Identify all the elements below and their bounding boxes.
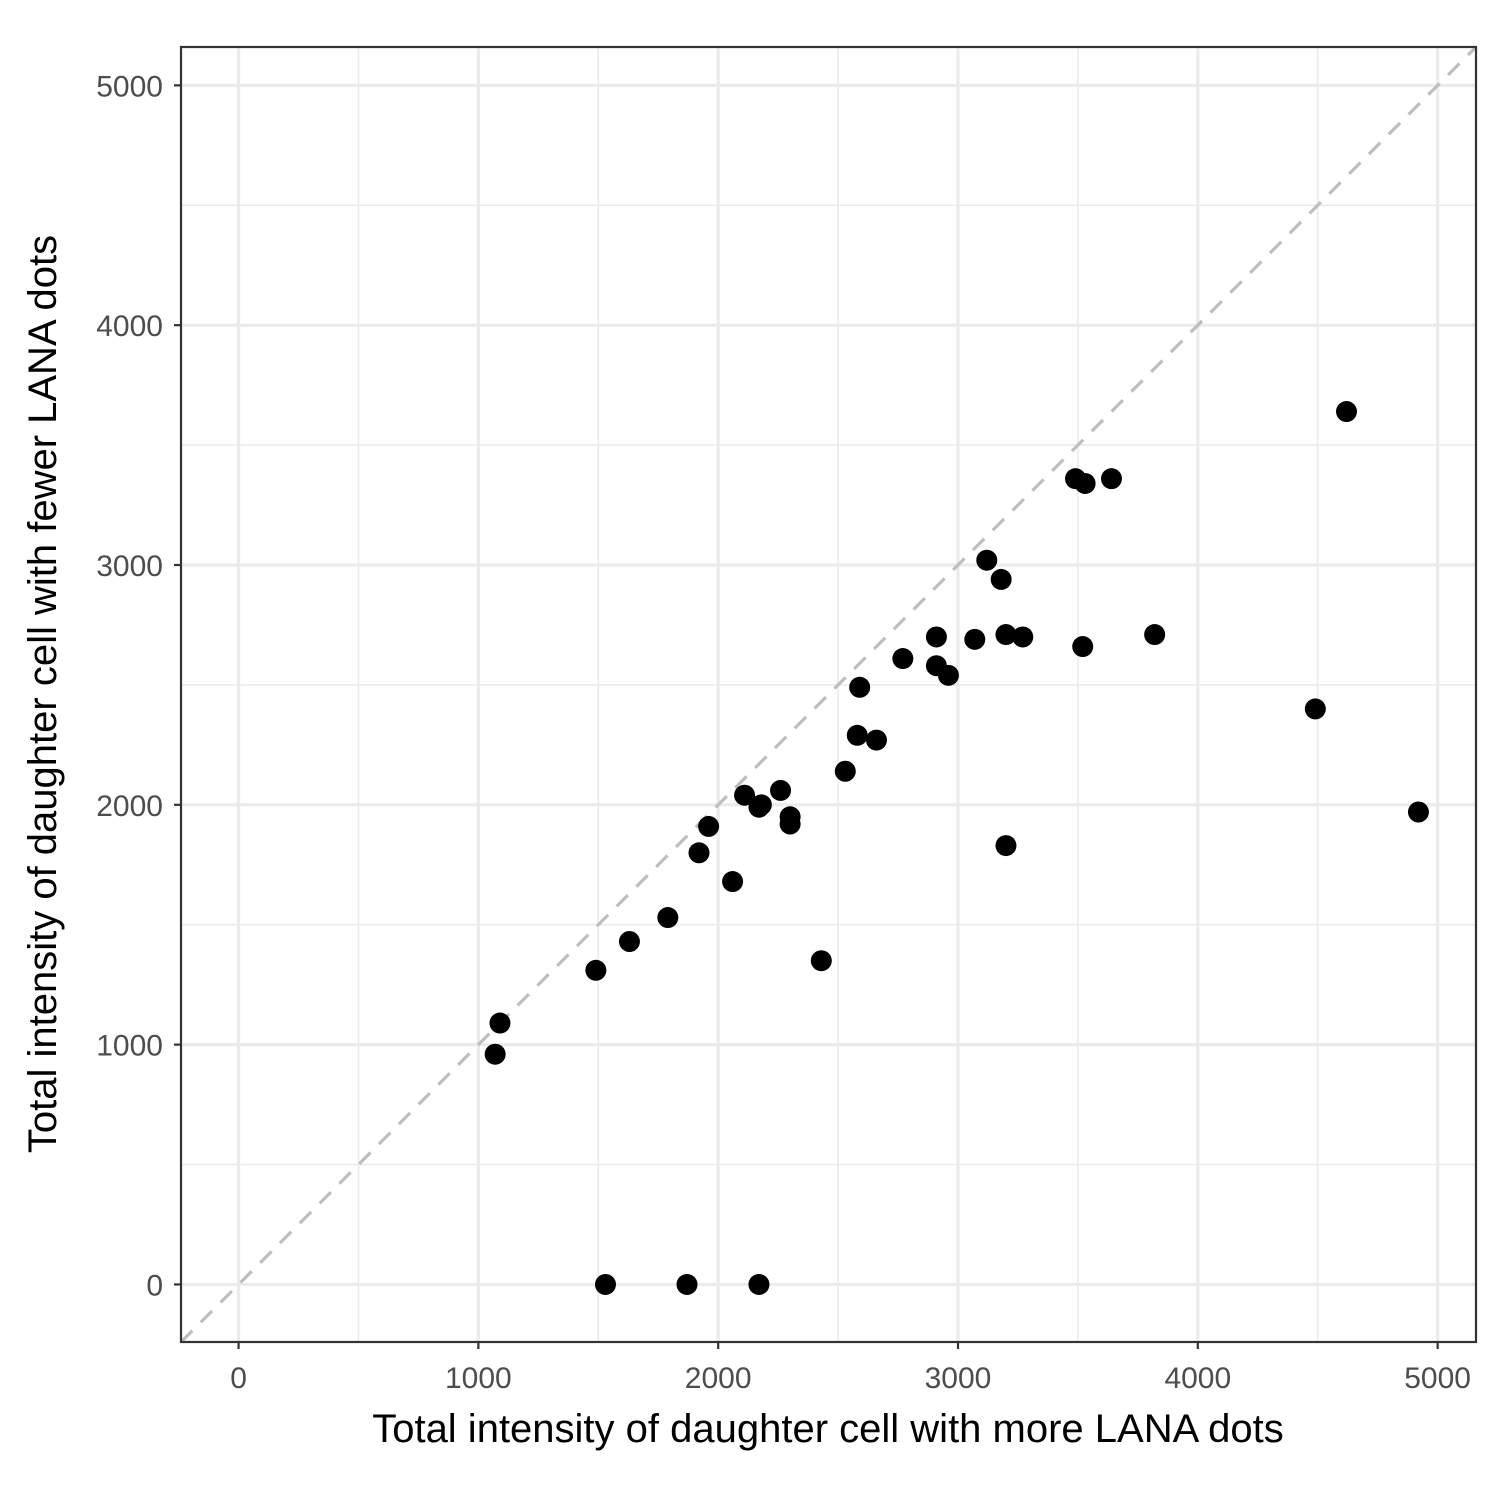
data-points <box>484 401 1429 1295</box>
panel-border <box>179 45 1478 1344</box>
data-point <box>964 628 986 650</box>
data-point <box>779 813 801 835</box>
data-point <box>657 907 679 929</box>
y-tick-label: 1000 <box>96 1030 163 1063</box>
data-point <box>834 760 856 782</box>
plot-panel <box>179 45 1478 1344</box>
data-point <box>484 1043 506 1065</box>
data-point <box>750 794 772 816</box>
x-tick-label: 0 <box>230 1362 247 1395</box>
data-point <box>585 959 607 981</box>
y-tick-label: 5000 <box>96 70 163 103</box>
data-point <box>1072 636 1094 658</box>
data-point <box>976 549 998 571</box>
data-point <box>1336 401 1357 423</box>
data-point <box>722 871 744 893</box>
data-point <box>1407 801 1429 823</box>
x-tick-label: 2000 <box>685 1362 752 1395</box>
identity-reference-line <box>179 45 1478 1344</box>
y-tick-label: 3000 <box>96 550 163 583</box>
data-point <box>698 815 720 837</box>
x-tick-label: 3000 <box>925 1362 992 1395</box>
data-point <box>995 835 1017 857</box>
minor-gridlines <box>181 47 1476 1342</box>
y-axis-title: Total intensity of daughter cell with fe… <box>21 235 65 1153</box>
data-point <box>925 626 947 648</box>
x-tick-label: 5000 <box>1404 1362 1471 1395</box>
data-point <box>594 1273 616 1295</box>
data-point <box>1304 698 1326 720</box>
data-point <box>990 568 1012 590</box>
data-point <box>734 784 756 806</box>
panel-background <box>181 47 1476 1342</box>
data-point <box>846 724 868 746</box>
data-point <box>1074 472 1096 494</box>
data-point <box>1012 626 1034 648</box>
data-point <box>618 931 640 953</box>
data-point <box>489 1012 511 1034</box>
major-gridlines <box>181 47 1476 1342</box>
y-axis-ticks: 0 1000 2000 3000 4000 5000 <box>96 70 181 1302</box>
data-point <box>865 729 887 751</box>
y-tick-label: 2000 <box>96 790 163 823</box>
data-point <box>937 664 959 686</box>
data-point <box>688 842 710 864</box>
data-point <box>676 1273 698 1295</box>
y-tick-label: 0 <box>146 1269 163 1302</box>
data-point <box>1144 624 1166 646</box>
data-point <box>810 950 832 972</box>
data-point <box>892 648 914 670</box>
x-tick-label: 1000 <box>445 1362 512 1395</box>
x-axis-ticks: 0 1000 2000 3000 4000 5000 <box>230 1342 1471 1395</box>
y-tick-label: 4000 <box>96 310 163 343</box>
x-axis-title: Total intensity of daughter cell with mo… <box>372 1407 1284 1451</box>
data-point <box>995 624 1017 646</box>
data-point <box>748 1273 770 1295</box>
data-point <box>770 779 792 801</box>
data-point <box>849 676 871 698</box>
x-tick-label: 4000 <box>1164 1362 1231 1395</box>
data-point <box>1100 468 1122 490</box>
